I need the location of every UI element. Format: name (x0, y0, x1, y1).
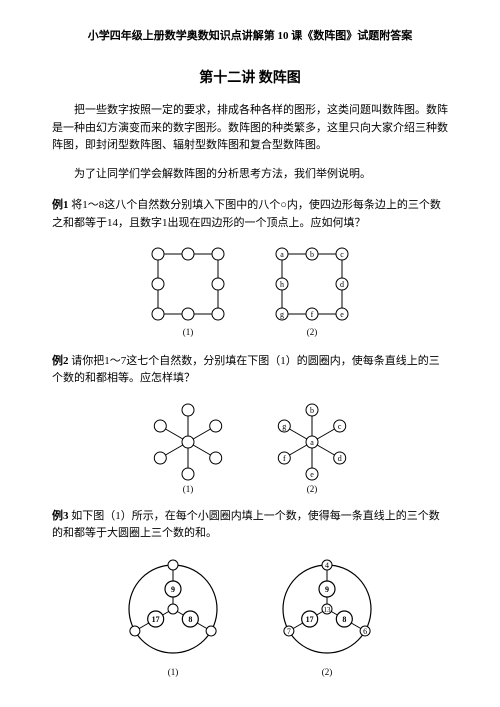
ex3-figure-2: 9 8 17 4 6 7 13 (2) (262, 549, 392, 679)
ex2-fig1-label: (1) (183, 484, 194, 494)
svg-text:d: d (338, 454, 342, 463)
svg-text:13: 13 (324, 606, 332, 614)
example-2-figures: (1) b c d e f g a (2) (52, 394, 448, 494)
example-2-label: 例2 (52, 355, 69, 367)
svg-text:7: 7 (287, 627, 291, 636)
svg-text:f: f (283, 454, 286, 463)
svg-text:4: 4 (325, 561, 329, 570)
svg-text:6: 6 (363, 627, 367, 636)
ex3-figure-1: 9 8 17 (1) (108, 549, 238, 679)
svg-text:17: 17 (152, 615, 160, 624)
svg-text:e: e (310, 470, 314, 479)
ex3-fig1-label: (1) (168, 667, 179, 677)
ex2-figure-1: (1) (138, 394, 238, 494)
svg-text:9: 9 (325, 585, 329, 594)
svg-text:e: e (340, 310, 344, 319)
svg-text:9: 9 (171, 585, 175, 594)
svg-text:f: f (311, 310, 314, 319)
example-1-label: 例1 (52, 199, 69, 211)
svg-text:8: 8 (188, 615, 192, 624)
example-3-label: 例3 (52, 510, 69, 522)
svg-text:a: a (310, 438, 314, 447)
svg-text:g: g (282, 422, 286, 431)
svg-text:g: g (280, 310, 284, 319)
svg-text:8: 8 (342, 615, 346, 624)
example-1-figures: (1) a b c d e f g h (2) (52, 239, 448, 339)
ex3-fig2-label: (2) (322, 667, 333, 677)
document-title: 小学四年级上册数学奥数知识点讲解第 10 课《数阵图》试题附答案 (52, 28, 448, 46)
svg-text:a: a (280, 250, 284, 259)
ex1-fig1-label: (1) (183, 327, 194, 337)
intro-paragraph-1: 把一些数字按照一定的要求，排成各种各样的图形，这类问题叫数阵图。数阵是一种由幻方… (52, 102, 448, 155)
svg-text:17: 17 (306, 615, 314, 624)
lesson-title: 第十二讲 数阵图 (52, 68, 448, 90)
ex1-fig2-label: (2) (307, 327, 318, 337)
svg-text:c: c (340, 250, 344, 259)
example-2-text: 请你把1～7这七个自然数，分别填在下图（1）的圆圈内，使每条直线上的三个数的和都… (52, 355, 440, 385)
intro-paragraph-2: 为了让同学们学会解数阵图的分析思考方法，我们举例说明。 (52, 166, 448, 184)
svg-text:b: b (310, 406, 314, 415)
example-1: 例1 将1～8这八个自然数分别填入下图中的八个○内，使四边形每条边上的三个数之和… (52, 197, 448, 232)
ex1-figure-1: (1) (138, 239, 238, 339)
ex1-figure-2: a b c d e f g h (2) (262, 239, 362, 339)
svg-text:h: h (280, 280, 284, 289)
svg-text:d: d (340, 280, 344, 289)
svg-text:b: b (310, 250, 314, 259)
ex2-figure-2: b c d e f g a (2) (262, 394, 362, 494)
svg-text:c: c (338, 422, 342, 431)
page: 小学四年级上册数学奥数知识点讲解第 10 课《数阵图》试题附答案 第十二讲 数阵… (0, 0, 500, 703)
example-1-text: 将1～8这八个自然数分别填入下图中的八个○内，使四边形每条边上的三个数之和都等于… (52, 199, 441, 229)
example-3-figures: 9 8 17 (1) 9 8 17 4 6 7 13 (2) (52, 549, 448, 679)
example-2: 例2 请你把1～7这七个自然数，分别填在下图（1）的圆圈内，使每条直线上的三个数… (52, 353, 448, 388)
ex2-fig2-label: (2) (307, 484, 318, 494)
example-3-text: 如下图（1）所示，在每个小圆圈内填上一个数，使得每一条直线上的三个数的和都等于大… (52, 510, 440, 540)
example-3: 例3 如下图（1）所示，在每个小圆圈内填上一个数，使得每一条直线上的三个数的和都… (52, 508, 448, 543)
